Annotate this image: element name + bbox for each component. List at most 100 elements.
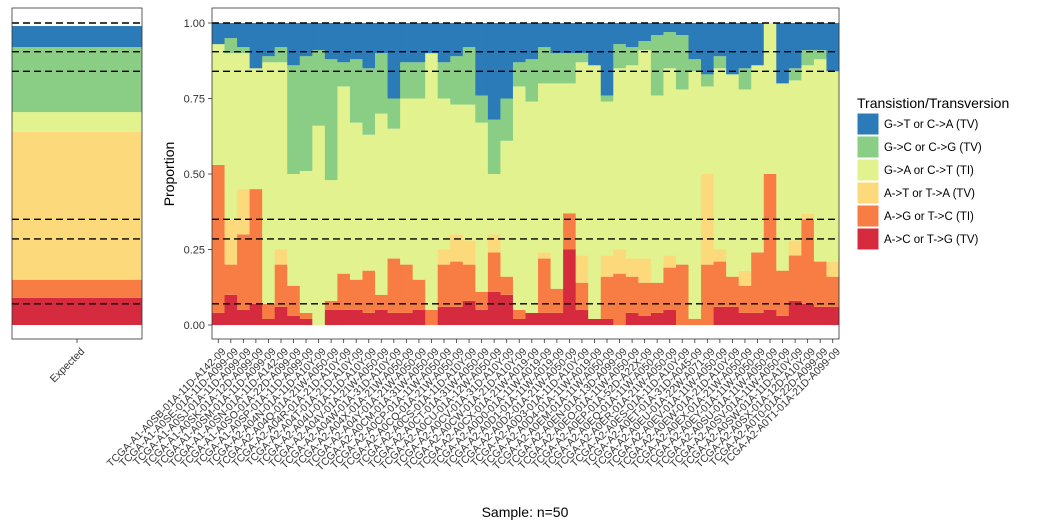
bar-segment [412, 23, 426, 63]
bar-segment [751, 312, 765, 325]
bar-segment [437, 23, 451, 63]
bar-segment [625, 258, 639, 277]
bar-segment [212, 23, 225, 45]
bar-segment [738, 89, 752, 271]
bar-segment [801, 50, 815, 66]
bar-segment [337, 62, 351, 87]
y-tick-label: 1.00 [184, 18, 205, 30]
bar-segment [337, 309, 351, 325]
bar-segment [650, 282, 664, 313]
sample-bar [262, 23, 276, 325]
bar-segment [538, 47, 551, 84]
bar-segment [287, 65, 301, 174]
bar-segment [349, 23, 363, 60]
bar-segment [801, 213, 815, 220]
bar-segment [237, 234, 251, 310]
sample-bar [675, 23, 689, 325]
bar-segment [287, 285, 301, 316]
bar-segment [362, 68, 376, 135]
bar-segment [826, 23, 840, 72]
sample-bar [349, 23, 363, 325]
bar-segment [738, 68, 752, 90]
bar-segment [475, 95, 489, 123]
sample-bar [475, 23, 489, 325]
bar-segment [713, 23, 727, 57]
sample-bar [788, 23, 802, 325]
bar-segment [738, 23, 752, 69]
sample-bar [212, 23, 225, 325]
bar-segment [600, 101, 614, 256]
bar-segment [274, 23, 288, 48]
bar-segment [512, 309, 526, 319]
bar-segment [613, 23, 627, 45]
sample-bar [450, 23, 464, 325]
bar-segment [801, 65, 815, 214]
expected-bar-segment [12, 131, 142, 280]
sample-bar [663, 23, 677, 325]
bar-segment [475, 309, 489, 325]
legend-item: G->T or C->A (TV) [856, 112, 979, 136]
bar-segment [588, 318, 602, 325]
bar-segment [299, 318, 313, 325]
bar-segment [538, 83, 551, 253]
bar-segment [525, 23, 539, 60]
bar-segment [400, 62, 414, 99]
bar-segment [274, 264, 288, 307]
legend-item: A->G or T->C (TI) [856, 204, 974, 228]
bar-segment [462, 264, 476, 301]
sample-bar [324, 23, 338, 325]
y-tick-label: 0.25 [184, 245, 205, 257]
bar-segment [613, 249, 627, 274]
bar-segment [237, 23, 251, 48]
bar-segment [788, 255, 802, 301]
bar-segment [600, 255, 614, 277]
bar-segment [337, 86, 351, 274]
expected-bar-segment [12, 297, 142, 325]
sample-bar [375, 23, 388, 325]
bar-segment [625, 23, 639, 48]
bar-segment [450, 104, 464, 235]
bar-segment [299, 312, 313, 319]
bar-segment [262, 56, 276, 63]
bar-segment [538, 258, 551, 313]
bar-segment [262, 62, 276, 304]
bar-segment [663, 23, 677, 33]
bar-segment [500, 98, 514, 141]
bar-segment [437, 62, 451, 99]
bar-segment [788, 300, 802, 325]
legend-swatch [856, 135, 880, 159]
legend-items: G->T or C->A (TV) G->C or C->G (TV) G->A o… [856, 112, 982, 251]
bar-segment [688, 23, 702, 60]
bar-segment [450, 23, 464, 57]
bar-segment [475, 23, 489, 96]
sample-bar [826, 23, 840, 325]
bar-segment [801, 219, 815, 304]
bar-segment [274, 62, 288, 250]
bar-segment [663, 267, 677, 310]
bar-segment [625, 312, 639, 325]
bar-segment [638, 258, 652, 283]
bar-segment [487, 23, 501, 120]
sample-bar [625, 23, 639, 325]
bar-segment [738, 312, 752, 325]
bar-segment [450, 234, 464, 262]
bar-segment [638, 282, 652, 316]
bar-segment [776, 83, 790, 271]
bar-segment [437, 98, 451, 250]
bar-segment [726, 23, 740, 75]
bar-segment [262, 23, 276, 57]
sample-bar [763, 23, 777, 325]
legend-label: A->G or T->C (TI) [884, 211, 974, 223]
bar-segment [437, 264, 451, 307]
bar-segment [588, 23, 602, 66]
bar-segment [475, 291, 489, 310]
bar-segment [224, 219, 238, 265]
legend-item: A->T or T->A (TV) [856, 181, 975, 205]
bar-segment [312, 125, 326, 326]
sample-bar [613, 23, 627, 325]
bar-segment [813, 23, 827, 51]
bar-segment [563, 249, 577, 325]
legend-swatch [856, 227, 880, 251]
bar-segment [701, 86, 714, 174]
bar-segment [675, 89, 689, 265]
